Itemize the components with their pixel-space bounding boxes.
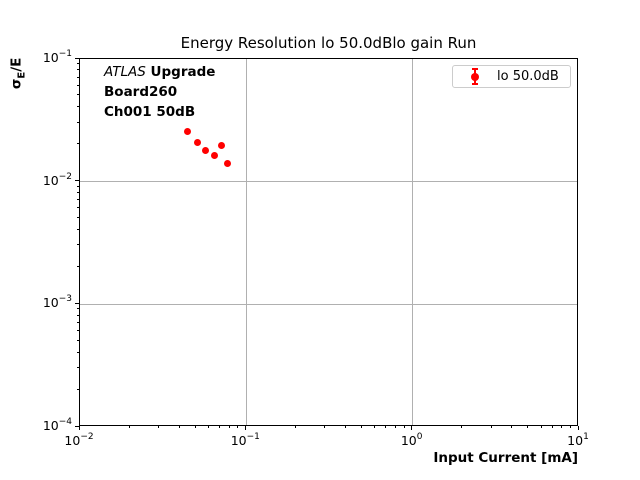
y-minor-tick <box>77 84 79 86</box>
x-minor-tick <box>561 426 563 428</box>
plot-area <box>79 58 578 426</box>
x-minor-tick <box>395 426 397 428</box>
x-major-tick <box>244 426 246 430</box>
y-minor-tick <box>77 339 79 341</box>
x-minor-tick <box>294 426 296 428</box>
x-tick-label: 10−2 <box>64 431 94 448</box>
y-major-tick <box>75 425 79 427</box>
y-axis-label-subscript: E <box>16 71 28 79</box>
y-minor-tick <box>77 185 79 187</box>
y-minor-tick <box>77 366 79 368</box>
x-minor-tick <box>194 426 196 428</box>
x-minor-tick <box>237 426 239 428</box>
chart-title: Energy Resolution lo 50.0dBlo gain Run <box>180 34 477 52</box>
y-minor-tick <box>77 265 79 267</box>
x-minor-tick <box>228 426 230 428</box>
gridline-horizontal <box>80 181 577 183</box>
gridline-vertical <box>245 59 247 425</box>
x-major-tick <box>78 426 80 430</box>
annotation-upgrade: Upgrade <box>145 64 216 80</box>
y-minor-tick <box>77 321 79 323</box>
y-minor-tick <box>77 76 79 78</box>
x-minor-tick <box>361 426 363 428</box>
legend-series-label: lo 50.0dB <box>497 69 559 84</box>
y-minor-tick <box>77 63 79 65</box>
x-minor-tick <box>207 426 209 428</box>
y-minor-tick <box>77 199 79 201</box>
x-minor-tick <box>324 426 326 428</box>
x-major-tick <box>577 426 579 430</box>
legend-errorbar-marker-icon <box>467 66 483 87</box>
data-point <box>183 127 191 135</box>
y-minor-tick <box>77 143 79 145</box>
x-minor-tick <box>374 426 376 428</box>
y-tick-label: 10−3 <box>42 294 72 311</box>
x-tick-label: 101 <box>567 431 589 448</box>
annotation-line-1: ATLAS Upgrade <box>104 62 215 82</box>
x-minor-tick <box>569 426 571 428</box>
y-minor-tick <box>77 94 79 96</box>
y-minor-tick <box>77 308 79 310</box>
x-minor-tick <box>490 426 492 428</box>
x-minor-tick <box>551 426 553 428</box>
x-major-tick <box>411 426 413 430</box>
x-minor-tick <box>385 426 387 428</box>
data-point <box>202 146 210 154</box>
y-minor-tick <box>77 351 79 353</box>
y-minor-tick <box>77 330 79 332</box>
annotation-line-2: Board260 <box>104 84 178 100</box>
x-minor-tick <box>461 426 463 428</box>
y-minor-tick <box>77 228 79 230</box>
data-point <box>194 138 202 146</box>
y-major-tick <box>75 57 79 59</box>
y-minor-tick <box>77 69 79 71</box>
legend-marker-dot <box>471 73 479 81</box>
x-minor-tick <box>511 426 513 428</box>
data-point <box>223 160 231 168</box>
x-minor-tick <box>178 426 180 428</box>
y-minor-tick <box>77 106 79 108</box>
y-tick-label: 10−2 <box>42 171 72 188</box>
x-minor-tick <box>157 426 159 428</box>
gridline-vertical <box>412 59 414 425</box>
y-axis-label-symbol: σ <box>8 78 25 90</box>
x-tick-label: 100 <box>400 431 423 448</box>
annotation-line-3: Ch001 50dB <box>104 104 196 120</box>
y-axis-label: σE/E <box>9 18 28 128</box>
y-minor-tick <box>77 207 79 209</box>
y-minor-tick <box>77 314 79 316</box>
y-minor-tick <box>77 217 79 219</box>
legend-errorbar-cap-top <box>472 68 478 70</box>
x-minor-tick <box>540 426 542 428</box>
annotation-block: ATLAS Upgrade Board260 Ch001 50dB <box>104 62 215 122</box>
legend-errorbar-cap-bottom <box>472 83 478 85</box>
y-tick-label: 10−4 <box>42 416 72 433</box>
x-minor-tick <box>219 426 221 428</box>
data-point <box>218 141 226 149</box>
x-minor-tick <box>403 426 405 428</box>
gridline-horizontal <box>80 303 577 305</box>
annotation-experiment: ATLAS <box>104 64 146 80</box>
y-major-tick <box>75 180 79 182</box>
x-minor-tick <box>527 426 529 428</box>
y-minor-tick <box>77 192 79 194</box>
y-minor-tick <box>77 121 79 123</box>
x-minor-tick <box>128 426 130 428</box>
x-tick-label: 10−1 <box>230 431 260 448</box>
x-minor-tick <box>344 426 346 428</box>
y-minor-tick <box>77 388 79 390</box>
y-minor-tick <box>77 244 79 246</box>
y-tick-label: 10−1 <box>42 48 72 65</box>
x-axis-label: Input Current [mA] <box>433 450 578 466</box>
legend: lo 50.0dB <box>452 65 571 88</box>
y-major-tick <box>75 302 79 304</box>
data-point <box>210 152 218 160</box>
